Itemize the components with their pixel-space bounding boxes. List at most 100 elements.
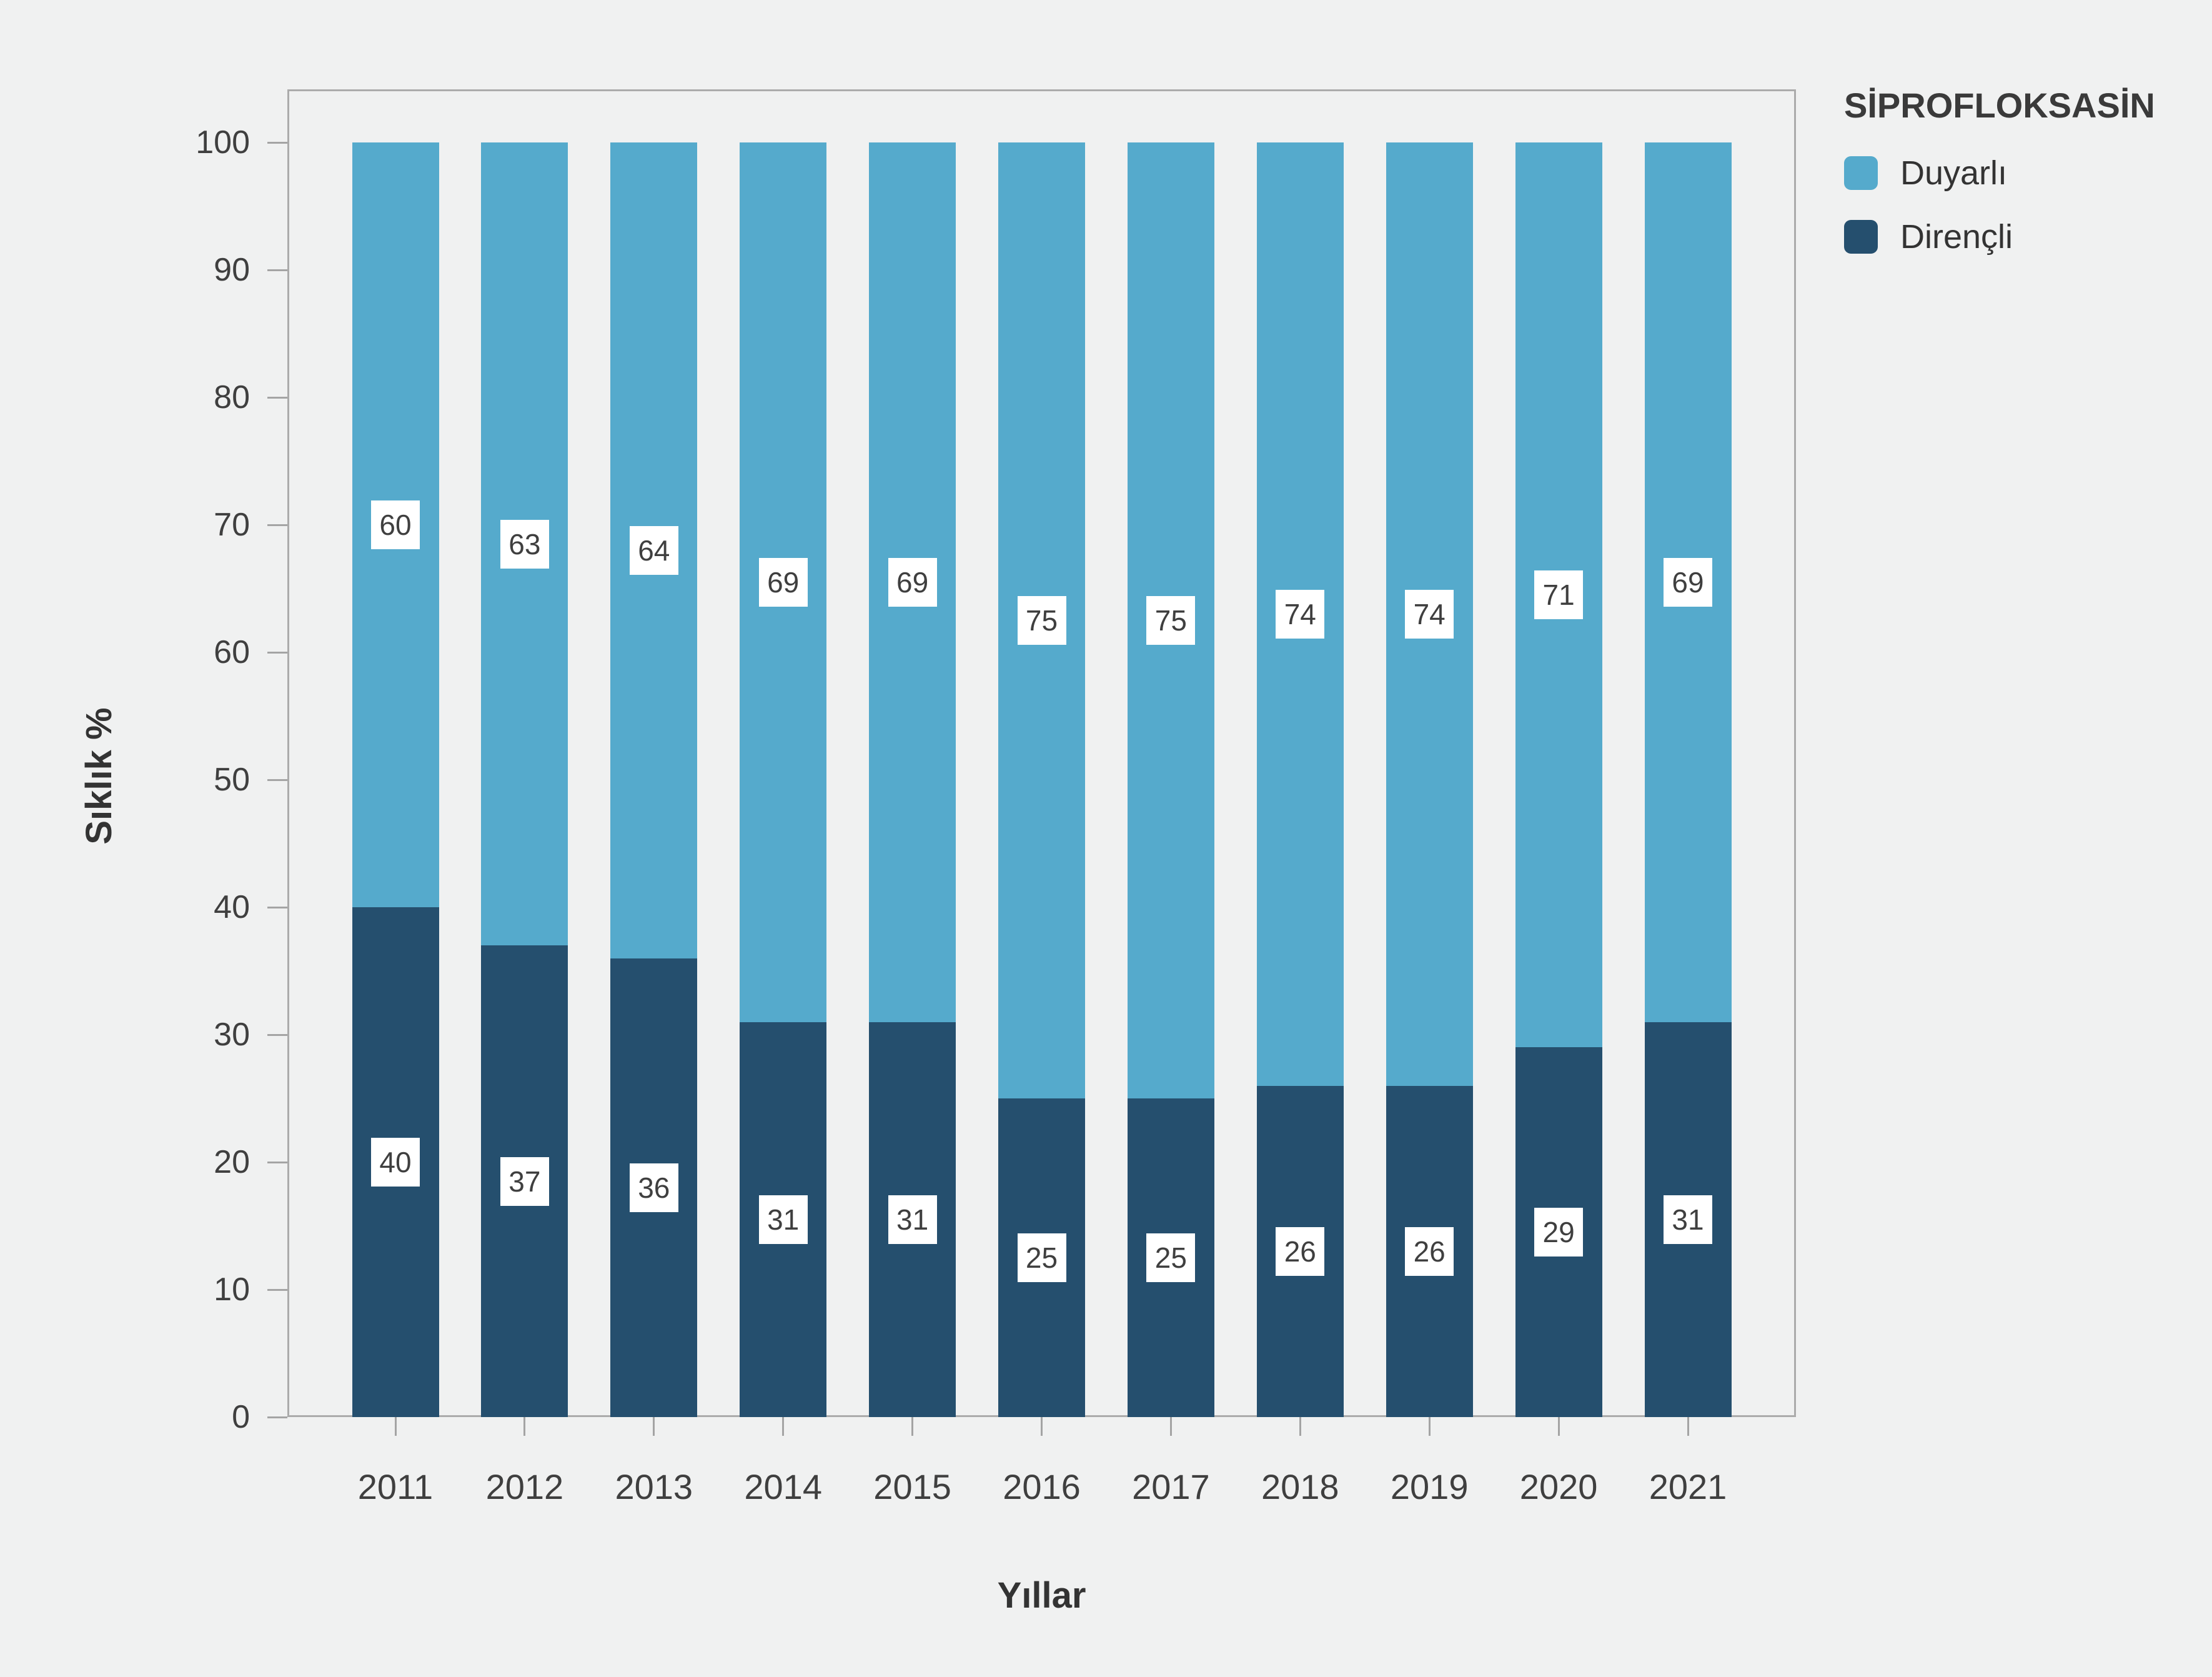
bar-2021: 69 31 (1644, 142, 1732, 1417)
x-tick-2013 (653, 1417, 655, 1436)
x-tick-2012 (523, 1417, 526, 1436)
segment-duyarlı-2015: 69 (869, 142, 956, 1022)
y-tick-80 (267, 396, 287, 399)
bar-2011: 60 40 (352, 142, 439, 1417)
segment-duyarlı-2018: 74 (1256, 142, 1344, 1086)
x-tick-2021 (1687, 1417, 1689, 1436)
y-tick-30 (267, 1033, 287, 1036)
y-tick-40 (267, 906, 287, 908)
y-tick-100 (267, 141, 287, 144)
y-tick-label-80: 80 (214, 379, 250, 416)
data-label-duyarlı-2015: 69 (888, 557, 937, 607)
segment-dirençli-2014: 31 (740, 1022, 827, 1417)
y-tick-label-20: 20 (214, 1144, 250, 1180)
legend-item-label: Dirençli (1900, 218, 2013, 256)
data-label-dirençli-2012: 37 (500, 1157, 549, 1206)
data-label-duyarlı-2019: 74 (1405, 589, 1454, 639)
y-tick-label-10: 10 (214, 1271, 250, 1308)
segment-duyarlı-2017: 75 (1127, 142, 1214, 1098)
x-tick-2019 (1428, 1417, 1431, 1436)
data-label-duyarlı-2012: 63 (500, 519, 549, 569)
data-label-dirençli-2013: 36 (629, 1163, 678, 1212)
legend-item-direncli: Dirençli (1844, 219, 2194, 254)
data-label-duyarlı-2011: 60 (371, 500, 420, 549)
x-tick-label-2012: 2012 (485, 1467, 564, 1506)
segment-dirençli-2019: 26 (1386, 1085, 1473, 1417)
data-label-duyarlı-2016: 75 (1017, 596, 1066, 645)
segment-duyarlı-2011: 60 (352, 142, 439, 907)
y-tick-label-100: 100 (196, 124, 250, 161)
x-tick-2020 (1557, 1417, 1560, 1436)
data-label-dirençli-2020: 29 (1534, 1208, 1584, 1257)
y-tick-0 (267, 1416, 287, 1418)
data-label-duyarlı-2013: 64 (629, 525, 678, 575)
segment-dirençli-2015: 31 (869, 1022, 956, 1417)
legend-title: SİPROFLOKSASİN (1844, 86, 2155, 125)
segment-dirençli-2018: 26 (1256, 1085, 1344, 1417)
segment-duyarlı-2014: 69 (740, 142, 827, 1022)
y-tick-label-50: 50 (214, 762, 250, 798)
x-tick-label-2011: 2011 (357, 1467, 434, 1506)
y-tick-60 (267, 651, 287, 654)
data-label-dirençli-2011: 40 (371, 1138, 420, 1187)
x-tick-2018 (1299, 1417, 1301, 1436)
data-label-dirençli-2015: 31 (888, 1195, 937, 1244)
x-tick-label-2016: 2016 (1003, 1467, 1081, 1506)
bar-2017: 75 25 (1127, 142, 1214, 1417)
segment-dirençli-2013: 36 (610, 958, 698, 1417)
x-axis-title: Yıllar (997, 1575, 1086, 1616)
x-tick-2011 (394, 1417, 397, 1436)
y-tick-label-0: 0 (232, 1399, 250, 1435)
data-label-duyarlı-2014: 69 (758, 557, 808, 607)
y-tick-label-70: 70 (214, 507, 250, 543)
y-tick-label-90: 90 (214, 252, 250, 288)
y-tick-50 (267, 779, 287, 781)
segment-duyarlı-2013: 64 (610, 142, 698, 958)
bar-2019: 74 26 (1386, 142, 1473, 1417)
segment-duyarlı-2021: 69 (1644, 142, 1732, 1022)
data-label-duyarlı-2017: 75 (1146, 596, 1196, 645)
legend-item-label: Duyarlı (1900, 154, 2008, 192)
y-tick-90 (267, 269, 287, 271)
segment-dirençli-2017: 25 (1127, 1098, 1214, 1417)
segment-dirençli-2016: 25 (998, 1098, 1085, 1417)
x-tick-label-2017: 2017 (1132, 1467, 1210, 1506)
x-tick-2017 (1169, 1417, 1172, 1436)
y-tick-10 (267, 1288, 287, 1291)
segment-duyarlı-2012: 63 (481, 142, 568, 946)
duyarli-swatch-icon (1844, 156, 1878, 190)
x-tick-label-2013: 2013 (615, 1467, 693, 1506)
segment-dirençli-2020: 29 (1515, 1047, 1602, 1417)
bar-2020: 71 29 (1515, 142, 1602, 1417)
x-tick-label-2019: 2019 (1390, 1467, 1469, 1506)
y-tick-label-30: 30 (214, 1017, 250, 1053)
segment-dirençli-2012: 37 (481, 945, 568, 1417)
y-tick-label-60: 60 (214, 634, 250, 670)
x-tick-2015 (911, 1417, 914, 1436)
data-label-dirençli-2019: 26 (1405, 1227, 1454, 1276)
data-label-dirençli-2018: 26 (1276, 1227, 1325, 1276)
x-tick-label-2021: 2021 (1649, 1467, 1727, 1506)
direncli-swatch-icon (1844, 220, 1878, 254)
y-tick-70 (267, 524, 287, 526)
bar-2015: 69 31 (869, 142, 956, 1417)
data-label-dirençli-2021: 31 (1664, 1195, 1712, 1244)
segment-duyarlı-2016: 75 (998, 142, 1085, 1098)
x-tick-2016 (1041, 1417, 1043, 1436)
x-tick-2014 (782, 1417, 785, 1436)
bar-2013: 64 36 (610, 142, 698, 1417)
legend: SİPROFLOKSASİN Duyarlı Dirençli (1844, 84, 2194, 254)
data-label-duyarlı-2018: 74 (1276, 589, 1325, 639)
x-tick-label-2020: 2020 (1519, 1467, 1598, 1506)
x-tick-label-2014: 2014 (744, 1467, 822, 1506)
segment-dirençli-2011: 40 (352, 907, 439, 1417)
x-tick-label-2015: 2015 (873, 1467, 951, 1506)
segment-duyarlı-2019: 74 (1386, 142, 1473, 1086)
data-label-duyarlı-2020: 71 (1534, 570, 1584, 620)
bar-2014: 69 31 (740, 142, 827, 1417)
y-tick-label-40: 40 (214, 889, 250, 925)
legend-item-duyarli: Duyarlı (1844, 156, 2194, 191)
data-label-dirençli-2014: 31 (758, 1195, 808, 1244)
bar-2016: 75 25 (998, 142, 1085, 1417)
